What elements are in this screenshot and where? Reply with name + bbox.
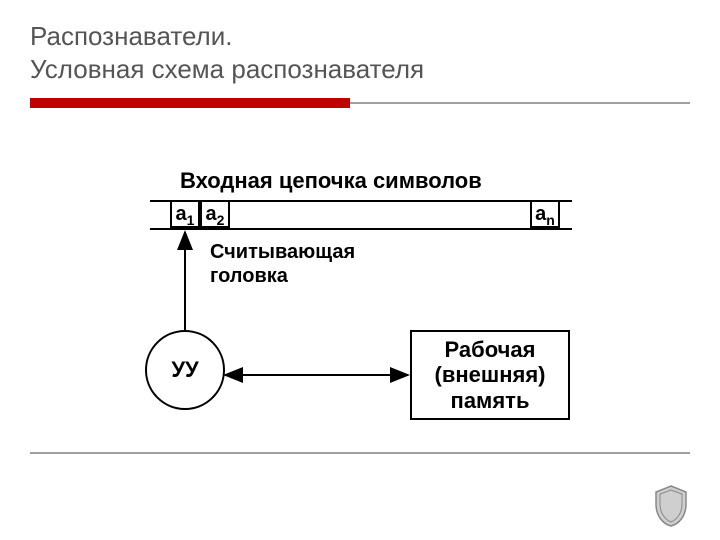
memory-line1: Рабочая bbox=[412, 337, 568, 362]
memory-line2: (внешняя) bbox=[412, 362, 568, 387]
tape-cell: a1 bbox=[170, 200, 200, 228]
control-unit-label: УУ bbox=[171, 357, 198, 382]
working-memory: Рабочая (внешняя) память bbox=[410, 330, 570, 420]
recognizer-diagram: Входная цепочка символов a1a2 an Считываю… bbox=[0, 0, 720, 540]
reading-head-label: Считывающая головка bbox=[210, 240, 355, 288]
diagram-arrows bbox=[0, 0, 720, 540]
tape-label: Входная цепочка символов bbox=[180, 168, 482, 194]
control-unit: УУ bbox=[145, 330, 225, 410]
memory-line3: память bbox=[412, 388, 568, 413]
tape-cell: a2 bbox=[200, 200, 230, 228]
tape-cell: an bbox=[530, 200, 560, 228]
footer-divider bbox=[30, 452, 690, 454]
shield-icon bbox=[652, 484, 690, 528]
